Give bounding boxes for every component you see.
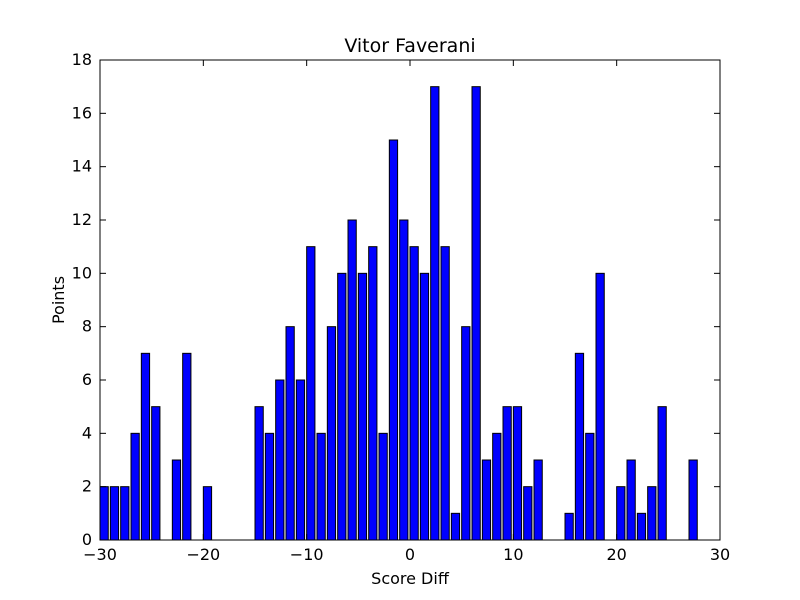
y-tick-label: 16	[72, 103, 92, 122]
y-tick-label: 18	[72, 50, 92, 69]
bar	[647, 486, 657, 541]
x-axis-label: Score Diff	[371, 569, 450, 588]
chart-title: Vitor Faverani	[344, 35, 475, 57]
bar	[450, 512, 461, 541]
bar	[688, 459, 698, 541]
y-tick-label: 12	[72, 210, 92, 229]
y-tick-label: 8	[82, 317, 92, 336]
bar	[430, 86, 440, 541]
bar	[626, 459, 636, 541]
y-tick-label: 14	[72, 157, 92, 176]
bar	[306, 246, 316, 541]
bar	[409, 246, 419, 541]
bar	[130, 432, 140, 541]
bar	[109, 486, 120, 541]
bar	[492, 432, 502, 541]
bar	[120, 486, 130, 541]
bar	[171, 459, 182, 541]
bar	[512, 406, 523, 541]
bar	[616, 486, 626, 541]
bar	[285, 326, 295, 541]
y-tick-label: 0	[82, 530, 92, 549]
y-tick-label: 6	[82, 370, 92, 389]
bar	[636, 512, 647, 541]
bar	[357, 272, 368, 541]
bar	[564, 512, 574, 541]
bar	[337, 272, 347, 541]
x-tick-label: 0	[405, 545, 415, 564]
bar	[295, 379, 306, 541]
y-tick-label: 10	[72, 263, 92, 282]
bar	[471, 86, 481, 541]
bar	[481, 459, 492, 541]
x-tick-label: −20	[186, 545, 220, 564]
bar	[264, 432, 275, 541]
bar	[254, 406, 264, 541]
x-tick-label: 20	[606, 545, 626, 564]
bar	[99, 486, 109, 541]
bar	[326, 326, 337, 541]
bar	[440, 246, 450, 541]
x-tick-label: 30	[710, 545, 730, 564]
bar	[378, 432, 388, 541]
bar	[202, 486, 213, 541]
bar	[151, 406, 161, 541]
y-axis-label: Points	[49, 276, 68, 324]
bar	[388, 139, 399, 541]
bar	[595, 272, 605, 541]
y-tick-label: 2	[82, 477, 92, 496]
bar	[461, 326, 471, 541]
bars-group	[99, 86, 698, 541]
x-tick-label: 10	[503, 545, 523, 564]
bar	[574, 352, 585, 541]
bar	[368, 246, 378, 541]
y-tick-label: 4	[82, 423, 92, 442]
bar	[140, 352, 151, 541]
bar	[347, 219, 357, 541]
bar	[275, 379, 285, 541]
bar	[182, 352, 192, 541]
bar	[533, 459, 543, 541]
bar	[657, 406, 667, 541]
bar	[523, 486, 533, 541]
x-tick-label: −30	[83, 545, 117, 564]
bar	[399, 219, 409, 541]
bar	[585, 432, 595, 541]
ticks-group: −30 −20 −10 0 10 20 30 0 2 4 6 8 10 12 14 16 18	[72, 50, 731, 564]
x-tick-label: −10	[290, 545, 324, 564]
bar	[316, 432, 326, 541]
bar	[502, 406, 512, 541]
bar	[419, 272, 430, 541]
